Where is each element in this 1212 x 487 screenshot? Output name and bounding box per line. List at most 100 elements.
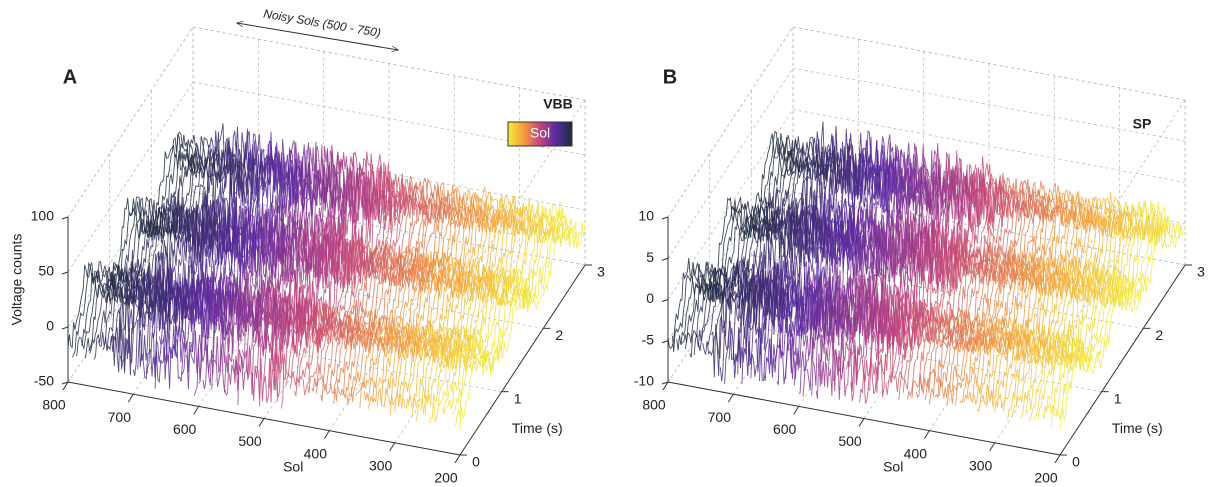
y-tick-label: 3 [597,264,605,280]
waveform-trace [684,134,811,350]
waveform-trace [98,136,224,347]
x-tick-label: 600 [773,421,797,437]
waveform-trace [315,180,442,394]
waveform-trace [676,132,803,351]
z-tick [61,381,69,385]
grid-line [792,26,1186,101]
y-axis [459,264,586,456]
waveform-trace [806,155,933,391]
x-tick [989,442,996,452]
x-tick-label: 800 [42,397,66,413]
y-axis [1059,264,1186,456]
waveform-trace [71,133,198,358]
y-axis-label: Time (s) [1112,420,1163,436]
waveform-trace [1029,204,1155,422]
x-tick-label: 300 [969,458,993,474]
waveform-trace [324,177,451,395]
grid-line [394,252,521,444]
x-tick-label: 800 [642,397,666,413]
y-tick-label: 1 [514,390,522,406]
waveform-trace [285,171,412,386]
grid-line [667,109,794,300]
x-tick-label: 500 [838,433,862,449]
x-tick [662,381,669,391]
waveform-trace [233,151,359,391]
x-tick-label: 600 [173,421,197,437]
waveform-trace [355,185,481,397]
grid-line [667,68,794,259]
y-tick-label: 0 [472,454,480,470]
waveform-trace [955,185,1081,406]
y-tick-label: 2 [555,327,563,343]
z-tick [661,216,669,220]
waveform-trace [671,130,798,353]
x-tick [323,430,330,439]
panel-title: VBB [543,96,573,112]
grid-line [863,228,990,419]
waveform-trace [937,180,1064,397]
grid-line [792,67,1186,142]
z-tick-label: 50 [38,263,54,279]
x-axis-label: Sol [883,459,903,475]
waveform-trace [719,121,846,382]
panel-label: A [63,66,77,88]
x-tick [127,393,134,403]
z-tick [661,381,669,385]
waveform-trace [76,131,203,357]
waveform-trace [385,192,512,406]
waveform-trace [115,142,242,373]
x-tick [923,430,930,439]
waveform-trace [241,152,368,380]
x-tick-label: 200 [1034,470,1058,486]
grid-line [792,109,1186,183]
x-tick [858,418,865,427]
annotation-arrow [237,23,398,50]
z-tick [661,340,669,344]
waveform-trace [320,176,447,402]
x-axis-label: Sol [283,459,303,475]
waveform-trace [1046,200,1173,413]
x-tick-label: 400 [304,445,328,461]
grid-line [67,26,194,218]
grid-line [109,318,502,393]
waveform-trace [89,134,216,354]
waveform-trace [224,150,351,396]
panel-title: SP [1133,116,1152,132]
y-tick-label: 3 [1197,264,1205,280]
grid-line [667,191,794,383]
z-tick-label: -10 [634,373,654,389]
z-tick-label: -5 [642,331,655,347]
waveform-trace [342,189,468,399]
x-tick [727,393,734,403]
grid-line [328,240,455,431]
colorbar [507,121,573,147]
y-tick-label: 2 [1155,327,1163,343]
z-tick [61,326,69,330]
panel: 800 700 600 500 400 300 200 0 1 2 3 -50 0 50 100 Sol Tim… [9,6,605,485]
waveform-trace [333,182,460,404]
grid-line [263,228,390,419]
x-tick-label: 700 [708,409,732,425]
grid-line [667,150,794,341]
grid-line [928,240,1055,431]
waveform-trace [346,191,473,405]
grid-line [67,136,194,328]
z-tick [61,271,69,275]
panel: 800 700 600 500 400 300 200 0 1 2 3 -10 -5 0 5 10 Sol Tim… [634,26,1205,486]
z-tick-label: 10 [638,208,654,224]
waveform-trace [907,185,1033,400]
waveform-trace [994,198,1121,412]
x-tick [389,442,396,452]
z-tick-label: 0 [646,290,654,306]
grid-line [67,81,194,273]
z-tick-label: -50 [34,373,54,389]
x-tick-label: 200 [434,470,458,486]
waveform-trace [946,188,1073,406]
waveform-trace [368,192,494,409]
x-tick [193,406,200,415]
x-tick-label: 300 [369,458,393,474]
grid-line [994,252,1121,444]
z-axis-label: Voltage counts [9,234,25,326]
z-tick-label: 5 [646,249,654,265]
